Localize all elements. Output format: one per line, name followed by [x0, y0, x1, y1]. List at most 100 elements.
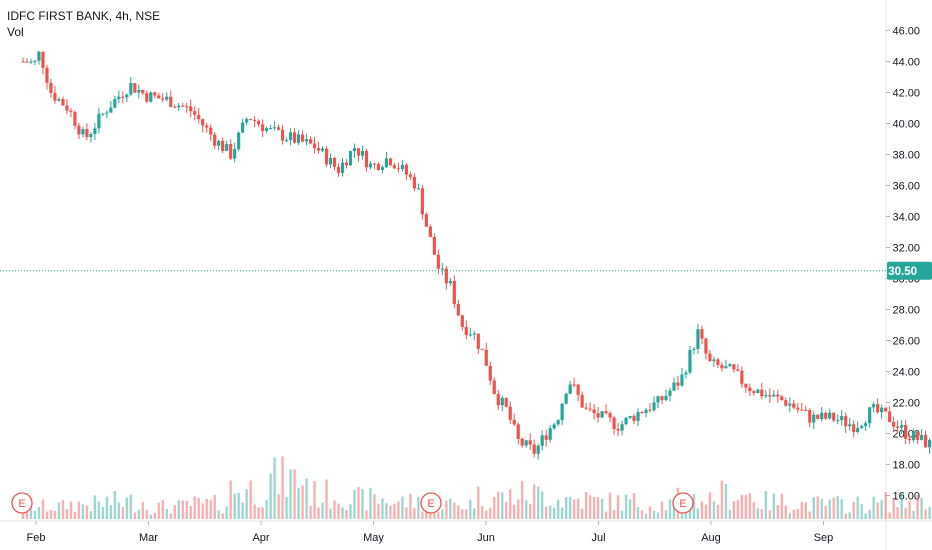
volume-bar	[920, 497, 923, 519]
volume-bar	[776, 505, 780, 519]
candle-body	[360, 150, 365, 156]
volume-bar	[413, 507, 416, 519]
candle-body	[105, 112, 109, 114]
candle-body	[756, 389, 760, 394]
candle-body	[29, 61, 33, 63]
candle-body	[668, 390, 672, 396]
candle-body	[504, 397, 508, 407]
candle-body	[808, 410, 812, 423]
volume-bar	[872, 496, 875, 519]
volume-bar	[261, 507, 264, 519]
volume-bar	[185, 500, 188, 519]
volume-bar	[648, 506, 652, 519]
volume-bar	[632, 493, 636, 519]
volume-bar	[445, 500, 448, 519]
candle-body	[197, 114, 201, 120]
volume-bar	[656, 512, 660, 519]
candle-body	[245, 119, 249, 123]
volume-bar	[209, 500, 212, 519]
candle-body	[640, 412, 644, 414]
volume-bar	[584, 492, 588, 519]
earnings-marker[interactable]: E	[420, 492, 442, 514]
candle-body	[720, 365, 724, 369]
candle-body	[544, 435, 548, 440]
candle-body	[904, 425, 908, 439]
volume-bar	[309, 505, 312, 519]
candle-body	[872, 404, 876, 408]
volume-bar	[540, 491, 544, 519]
volume-bar	[652, 510, 656, 519]
candle-body	[416, 188, 420, 190]
volume-bar	[884, 492, 887, 519]
candle-body	[628, 415, 632, 418]
candle-body	[217, 140, 221, 146]
volume-bar	[29, 502, 33, 519]
candle-body	[368, 163, 373, 168]
candle-body	[308, 139, 313, 144]
candle-body	[277, 127, 281, 130]
volume-bar	[77, 501, 81, 519]
volume-bar	[217, 510, 220, 519]
candle-body	[320, 148, 325, 151]
volume-bar	[924, 509, 927, 519]
volume-bar	[660, 501, 664, 519]
volume-bar	[373, 494, 376, 519]
candle-body	[684, 372, 688, 375]
earnings-marker[interactable]: E	[11, 492, 33, 514]
volume-bar	[756, 508, 760, 519]
volume-bar	[385, 503, 388, 519]
candle-body	[316, 148, 321, 151]
candle-body	[340, 162, 345, 173]
volume-bar	[301, 485, 304, 519]
volume-bar	[93, 495, 97, 519]
candle-body	[257, 120, 261, 125]
candle-body	[464, 327, 468, 336]
volume-bar	[277, 494, 280, 519]
volume-bar	[481, 505, 484, 519]
volume-bar	[181, 500, 184, 519]
volume-bar	[596, 497, 600, 519]
volume-bar	[808, 511, 811, 519]
candle-body	[25, 61, 29, 63]
candle-body	[444, 268, 448, 284]
candle-body	[233, 149, 237, 159]
volume-bar	[752, 502, 756, 519]
volume-bar	[457, 505, 460, 519]
candle-body	[324, 148, 329, 165]
earnings-marker-label: E	[427, 498, 434, 510]
candle-body	[584, 407, 588, 409]
candle-body	[548, 428, 552, 440]
volume-bar	[840, 499, 843, 519]
volume-bar	[489, 507, 492, 519]
earnings-marker[interactable]: E	[672, 492, 694, 514]
volume-bar	[724, 484, 728, 519]
volume-bar	[453, 502, 456, 519]
candle-body	[221, 140, 225, 151]
volume-bar	[153, 512, 156, 519]
volume-bar	[864, 513, 867, 519]
candle-body	[440, 268, 444, 270]
earnings-marker-circle	[672, 492, 694, 514]
candle-body	[201, 119, 205, 126]
volume-bar	[668, 499, 672, 519]
volume-bar	[141, 502, 145, 519]
volume-bar	[844, 513, 847, 519]
candle-body	[688, 349, 692, 373]
x-tick-label: Apr	[252, 532, 269, 544]
volume-bar	[81, 504, 85, 519]
candle-body	[660, 396, 664, 401]
volume-bar	[832, 497, 835, 519]
candle-body	[540, 435, 544, 446]
volume-bar	[616, 495, 620, 519]
volume-bar	[732, 501, 736, 519]
candle-body	[828, 412, 832, 419]
volume-bar	[892, 497, 895, 519]
volume-bar	[393, 503, 396, 519]
candle-body	[736, 369, 740, 371]
volume-label: Vol	[7, 25, 24, 39]
volume-bar	[600, 498, 604, 519]
candle-body	[153, 92, 157, 96]
candle-body	[644, 409, 648, 414]
candle-body	[896, 426, 900, 428]
